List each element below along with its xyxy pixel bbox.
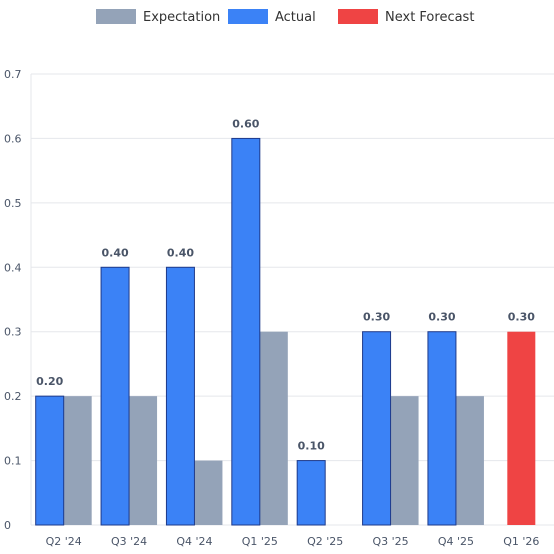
y-tick-label: 0.2 bbox=[4, 390, 22, 403]
x-tick-label: Q2 '25 bbox=[307, 535, 343, 548]
data-labels: 0.20 0.40 0.40 0.60 0.10 0.30 0.30 0.30 bbox=[36, 117, 535, 452]
bar-expectation bbox=[390, 396, 419, 525]
data-label: 0.40 bbox=[167, 246, 194, 259]
bar-actual bbox=[35, 395, 65, 526]
data-label: 0.60 bbox=[232, 117, 259, 130]
legend-swatch bbox=[228, 9, 268, 24]
legend-swatch bbox=[96, 9, 136, 24]
x-tick-label: Q2 '24 bbox=[46, 535, 82, 548]
y-tick-label: 0.4 bbox=[4, 261, 22, 274]
y-tick-label: 0.3 bbox=[4, 326, 22, 339]
bar-actual bbox=[100, 266, 130, 526]
bar-actual bbox=[165, 266, 195, 526]
bar-actual bbox=[296, 460, 326, 526]
data-label: 0.20 bbox=[36, 375, 63, 388]
y-tick-label: 0.1 bbox=[4, 455, 22, 468]
bar-actual bbox=[427, 331, 457, 526]
legend-swatch bbox=[338, 9, 378, 24]
y-tick-label: 0.6 bbox=[4, 132, 22, 145]
legend-label: Actual bbox=[275, 10, 316, 25]
data-label: 0.40 bbox=[101, 246, 128, 259]
data-label: 0.30 bbox=[428, 311, 455, 324]
bar-expectation bbox=[129, 396, 158, 525]
data-label: 0.10 bbox=[298, 440, 325, 453]
legend-label: Next Forecast bbox=[385, 10, 474, 25]
x-tick-label: Q1 '25 bbox=[242, 535, 278, 548]
y-tick-label: 0.5 bbox=[4, 197, 22, 210]
y-tick-label: 0 bbox=[4, 519, 11, 532]
legend: Expectation Actual Next Forecast bbox=[96, 9, 474, 25]
bars bbox=[35, 137, 536, 526]
data-label: 0.30 bbox=[363, 311, 390, 324]
x-tick-label: Q4 '24 bbox=[176, 535, 212, 548]
y-tick-label: 0.7 bbox=[4, 68, 22, 81]
bar-expectation bbox=[63, 396, 92, 525]
bar-expectation bbox=[259, 331, 288, 525]
x-tick-label: Q1 '26 bbox=[503, 535, 539, 548]
x-tick-label: Q4 '25 bbox=[438, 535, 474, 548]
bar-actual bbox=[231, 137, 261, 526]
x-axis: Q2 '24 Q3 '24 Q4 '24 Q1 '25 Q2 '25 Q3 '25 Q4 '… bbox=[46, 535, 540, 548]
x-tick-label: Q3 '24 bbox=[111, 535, 147, 548]
x-tick-label: Q3 '25 bbox=[372, 535, 408, 548]
bar-expectation bbox=[194, 460, 223, 525]
data-label: 0.30 bbox=[508, 311, 535, 324]
bar-expectation bbox=[455, 396, 484, 525]
bar-next-forecast bbox=[507, 331, 536, 525]
bar-actual bbox=[362, 331, 392, 526]
legend-label: Expectation bbox=[143, 10, 220, 25]
y-axis: 0 0.1 0.2 0.3 0.4 0.5 0.6 0.7 bbox=[4, 68, 32, 532]
